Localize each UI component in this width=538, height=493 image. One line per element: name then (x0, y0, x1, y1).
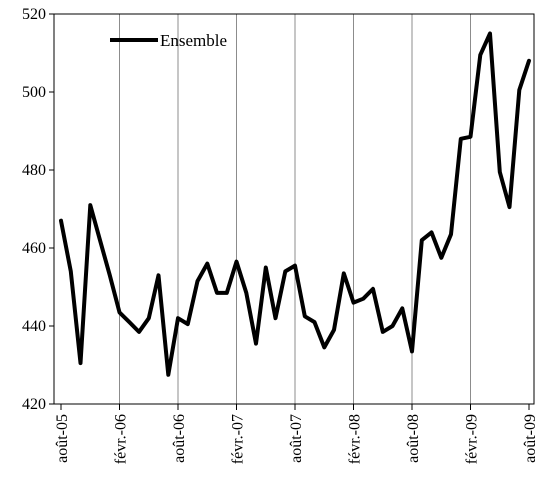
x-tick-label: févr.-07 (230, 414, 247, 464)
x-tick-label: févr.-06 (113, 414, 130, 464)
series-line-ensemble (59, 31, 531, 377)
legend: Ensemble (110, 31, 227, 50)
y-tick-label: 420 (22, 396, 46, 413)
y-axis: 420 440 460 480 500 520 (22, 6, 54, 413)
y-tick-label: 520 (22, 6, 46, 23)
y-tick-label: 460 (22, 240, 46, 257)
x-tick-label: août-05 (54, 414, 71, 463)
legend-label: Ensemble (160, 31, 227, 50)
x-tick-label: août-08 (405, 414, 422, 463)
x-tick-label: août-07 (288, 414, 305, 463)
x-tick-label: août-09 (522, 414, 538, 463)
y-tick-label: 440 (22, 318, 46, 335)
y-tick-label: 500 (22, 84, 46, 101)
x-tick-label: févr.-09 (464, 414, 481, 464)
x-tick-label: août-06 (171, 414, 188, 463)
x-tick-label: févr.-08 (347, 414, 364, 464)
series-layer (59, 31, 531, 377)
x-axis: août-05 févr.-06 août-06 févr.-07 août-07 fév… (54, 404, 538, 464)
plot-frame (53, 13, 535, 405)
gridlines (119, 14, 471, 404)
y-tick-label: 480 (22, 162, 46, 179)
